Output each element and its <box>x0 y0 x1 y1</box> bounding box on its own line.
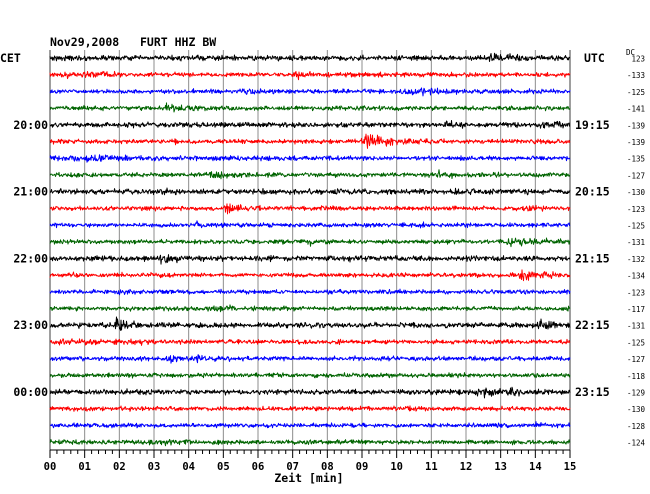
x-tick-label-12: 12 <box>460 461 473 473</box>
trace-22 <box>49 421 571 429</box>
dc-offset-value: -135 <box>627 155 645 164</box>
dc-offset-header: DC <box>626 48 635 57</box>
dc-offset-value: -123 <box>627 288 645 297</box>
dc-offset-values: 123 -133 -125 -141 -139 -139 -135 -127 -130 -123 -… <box>627 55 646 448</box>
trace-08 <box>49 187 571 196</box>
cet-time-label: 20:00 <box>13 118 48 132</box>
trace-02 <box>49 87 571 97</box>
cet-time-label: 23:00 <box>13 318 48 332</box>
trace-09 <box>49 203 571 215</box>
trace-11 <box>49 237 571 248</box>
dc-offset-value: -132 <box>627 255 645 264</box>
utc-time-label: 19:15 <box>575 118 610 132</box>
dc-offset-value: -131 <box>627 322 645 331</box>
x-tick-label-02: 02 <box>113 461 126 473</box>
x-tick-label-05: 05 <box>217 461 230 473</box>
dc-offset-value: -133 <box>627 71 645 80</box>
x-tick-label-15: 15 <box>564 461 577 473</box>
x-tick-label-01: 01 <box>78 461 91 473</box>
x-tick-label-13: 13 <box>494 461 507 473</box>
dc-offset-value: -139 <box>627 121 645 130</box>
chart-title: Nov29,2008 FURT HHZ BW <box>50 35 216 49</box>
time-labels: 20:00 19:15 21:00 20:15 22:00 21:15 23:00 22:15… <box>13 118 609 399</box>
x-tick-label-10: 10 <box>390 461 403 473</box>
cet-time-label: 00:00 <box>13 385 48 399</box>
trace-13 <box>49 269 571 282</box>
x-tick-label-11: 11 <box>425 461 438 473</box>
trace-15 <box>49 304 571 313</box>
trace-21 <box>49 405 571 412</box>
dc-offset-value: -130 <box>627 188 646 197</box>
trace-07 <box>49 169 571 180</box>
dc-offset-value: -134 <box>627 272 646 281</box>
trace-00 <box>49 52 571 62</box>
utc-time-label: 22:15 <box>575 318 610 332</box>
trace-19 <box>49 372 571 379</box>
utc-time-label: 20:15 <box>575 185 610 199</box>
dc-offset-value: -123 <box>627 205 645 214</box>
trace-18 <box>49 354 571 364</box>
seismic-traces <box>49 52 571 447</box>
trace-05 <box>49 133 571 149</box>
trace-20 <box>49 386 571 399</box>
dc-offset-value: -125 <box>627 222 645 231</box>
dc-offset-value: -127 <box>627 171 645 180</box>
x-tick-label-07: 07 <box>286 461 299 473</box>
x-tick-label-00: 00 <box>44 461 57 473</box>
x-axis-ticks: 00 01 02 03 04 05 06 07 08 09 10 11 12 13 14 15 <box>44 450 577 473</box>
dc-offset-value: -118 <box>627 372 646 381</box>
x-tick-label-09: 09 <box>356 461 369 473</box>
utc-time-label: 23:15 <box>575 385 610 399</box>
dc-offset-value: -141 <box>627 105 645 114</box>
x-axis-title: Zeit [min] <box>274 471 343 485</box>
cet-time-label: 21:00 <box>13 185 48 199</box>
gridlines <box>49 50 571 450</box>
dc-offset-value: -129 <box>627 389 645 398</box>
dc-offset-value: -131 <box>627 238 645 247</box>
x-tick-label-03: 03 <box>148 461 161 473</box>
dc-offset-value: -117 <box>627 305 645 314</box>
trace-04 <box>49 120 571 129</box>
trace-14 <box>49 288 571 296</box>
dc-offset-value: -125 <box>627 88 645 97</box>
trace-03 <box>49 102 571 113</box>
trace-06 <box>49 154 571 163</box>
dc-offset-value: -128 <box>627 422 646 431</box>
trace-23 <box>49 438 571 447</box>
cet-time-label: 22:00 <box>13 251 48 265</box>
x-tick-label-14: 14 <box>529 461 542 473</box>
trace-10 <box>49 220 571 229</box>
trace-01 <box>49 70 571 81</box>
dc-offset-value: -127 <box>627 355 645 364</box>
left-timezone-label: CET <box>0 51 21 65</box>
x-tick-label-08: 08 <box>321 461 334 473</box>
dc-offset-value: -139 <box>627 138 645 147</box>
x-tick-label-06: 06 <box>252 461 265 473</box>
dc-offset-value: 123 <box>631 55 645 64</box>
dc-offset-value: -124 <box>627 439 646 448</box>
x-tick-label-04: 04 <box>182 461 195 473</box>
dc-offset-value: -130 <box>627 405 646 414</box>
right-timezone-label: UTC <box>584 51 605 65</box>
trace-17 <box>49 338 571 346</box>
trace-12 <box>49 254 571 265</box>
trace-16 <box>49 316 571 331</box>
dc-offset-value: -125 <box>627 338 645 347</box>
utc-time-label: 21:15 <box>575 251 610 265</box>
